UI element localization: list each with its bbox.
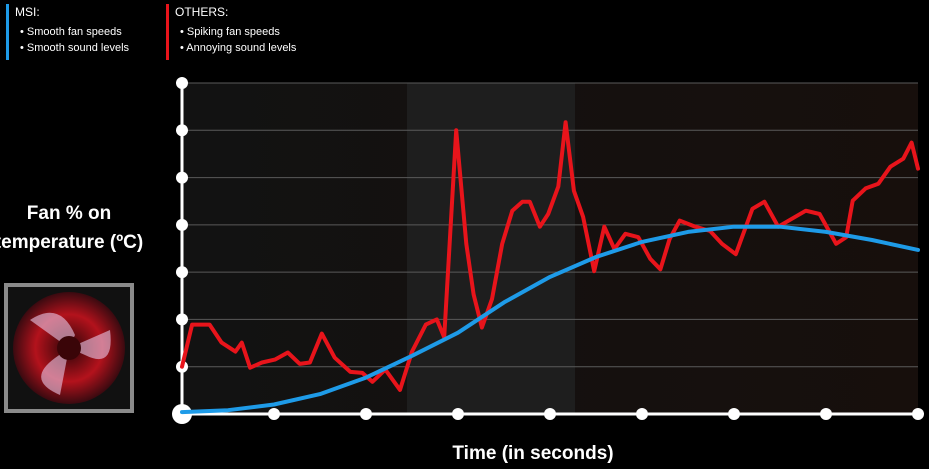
legend-swatch (166, 4, 169, 60)
y-tick (176, 77, 188, 89)
legend-note: • Annoying sound levels (180, 42, 297, 54)
legend-note: • Smooth fan speeds (20, 26, 122, 38)
y-tick (176, 171, 188, 184)
x-tick (452, 408, 464, 420)
highlight-band (407, 83, 575, 414)
series-line (180, 120, 920, 392)
legend-swatch (6, 4, 9, 60)
x-tick (728, 408, 740, 420)
fan-hub (57, 336, 81, 360)
series-line (180, 224, 920, 415)
x-tick (544, 408, 556, 420)
x-tick (636, 408, 648, 420)
legend-label: OTHERS: (175, 5, 228, 19)
y-axis-label: temperature (ºC) (0, 232, 143, 253)
y-axis-label: Fan % on (27, 203, 111, 224)
x-tick (820, 408, 832, 420)
x-tick (912, 408, 924, 420)
y-tick (176, 124, 188, 137)
legend-label: MSI: (15, 5, 40, 19)
plot: MSI: • Smooth fan speeds • Smooth sound le… (6, 4, 924, 424)
x-axis-label: Time (in seconds) (452, 443, 613, 464)
x-tick (268, 408, 280, 420)
fan-blades (30, 312, 111, 395)
y-tick (176, 266, 188, 279)
x-tick (360, 408, 372, 420)
legend-note: • Spiking fan speeds (180, 26, 280, 38)
y-tick (176, 218, 188, 231)
legend-note: • Smooth sound levels (20, 42, 130, 54)
y-tick (176, 313, 188, 326)
